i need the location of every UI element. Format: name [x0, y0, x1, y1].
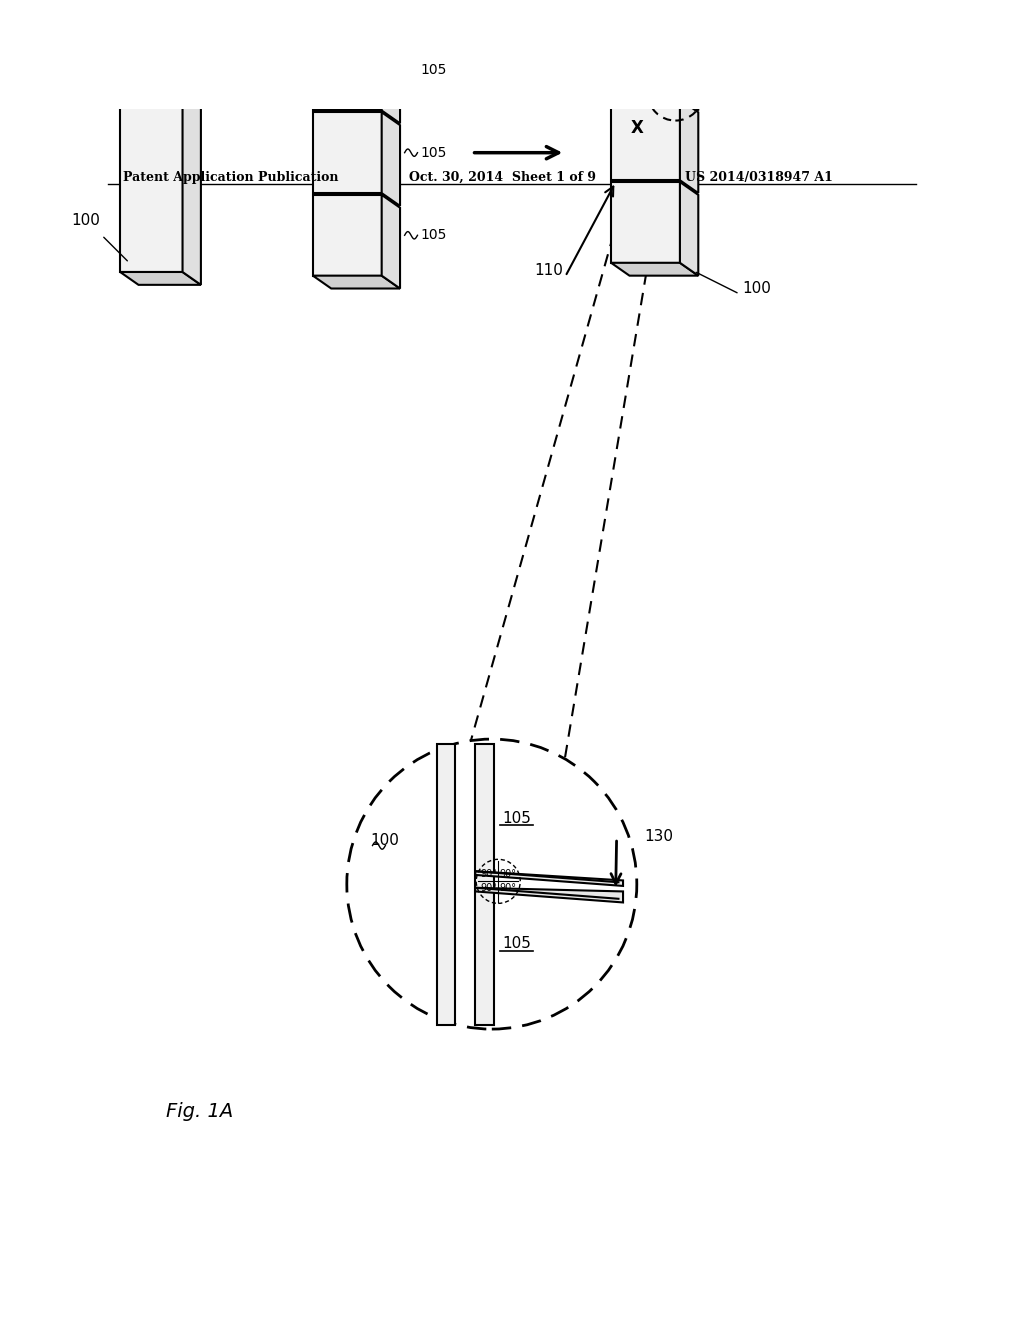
Text: 105: 105 — [502, 810, 531, 825]
Text: 105: 105 — [420, 228, 446, 243]
Text: Patent Application Publication: Patent Application Publication — [123, 172, 338, 183]
Polygon shape — [680, 99, 698, 193]
Polygon shape — [611, 182, 680, 263]
Polygon shape — [611, 17, 680, 98]
Polygon shape — [313, 30, 382, 111]
Polygon shape — [382, 195, 400, 289]
Text: X: X — [631, 119, 643, 137]
Polygon shape — [475, 871, 623, 886]
Text: 90°: 90° — [499, 869, 516, 879]
Polygon shape — [680, 0, 698, 28]
Polygon shape — [313, 195, 382, 276]
Polygon shape — [611, 99, 680, 181]
Polygon shape — [680, 182, 698, 276]
Circle shape — [347, 739, 637, 1030]
Polygon shape — [680, 17, 698, 111]
Polygon shape — [313, 112, 382, 193]
Polygon shape — [475, 743, 494, 1024]
Text: 105: 105 — [502, 936, 531, 952]
Text: 105: 105 — [420, 63, 446, 77]
Polygon shape — [313, 0, 382, 28]
Text: 105: 105 — [420, 145, 446, 160]
Polygon shape — [382, 30, 400, 123]
Text: Oct. 30, 2014  Sheet 1 of 9: Oct. 30, 2014 Sheet 1 of 9 — [410, 172, 596, 183]
Text: Fig. 1A: Fig. 1A — [166, 1102, 233, 1121]
Polygon shape — [182, 0, 201, 285]
Polygon shape — [382, 112, 400, 206]
Text: 90°: 90° — [480, 883, 498, 892]
Polygon shape — [120, 0, 182, 272]
Text: 100: 100 — [71, 213, 100, 228]
Text: 90°: 90° — [480, 869, 498, 879]
Polygon shape — [120, 272, 201, 285]
Text: 100: 100 — [742, 281, 771, 296]
Polygon shape — [437, 743, 455, 1024]
Polygon shape — [475, 888, 623, 903]
Text: 110: 110 — [535, 264, 563, 279]
Text: 90°: 90° — [499, 883, 516, 892]
Polygon shape — [611, 263, 698, 276]
Polygon shape — [382, 0, 400, 41]
Polygon shape — [611, 0, 680, 15]
Text: 100: 100 — [371, 833, 399, 847]
Polygon shape — [313, 276, 400, 289]
Text: 130: 130 — [644, 829, 673, 843]
Text: US 2014/0318947 A1: US 2014/0318947 A1 — [684, 172, 833, 183]
